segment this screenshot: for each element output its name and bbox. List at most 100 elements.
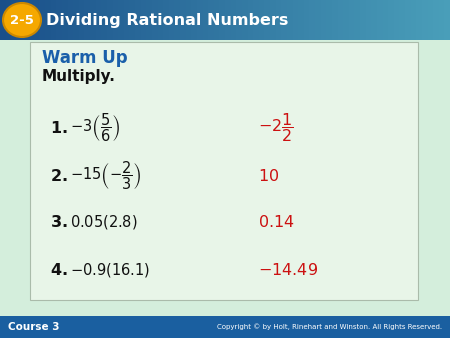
FancyBboxPatch shape xyxy=(236,0,243,40)
Text: $\mathbf{4.}$: $\mathbf{4.}$ xyxy=(50,262,68,278)
FancyBboxPatch shape xyxy=(265,0,271,40)
Text: $0.05(2.8)$: $0.05(2.8)$ xyxy=(70,213,138,231)
FancyBboxPatch shape xyxy=(40,0,46,40)
FancyBboxPatch shape xyxy=(85,0,91,40)
FancyBboxPatch shape xyxy=(17,0,23,40)
FancyBboxPatch shape xyxy=(388,0,395,40)
FancyBboxPatch shape xyxy=(50,0,57,40)
FancyBboxPatch shape xyxy=(326,0,333,40)
FancyBboxPatch shape xyxy=(73,0,80,40)
FancyBboxPatch shape xyxy=(422,0,428,40)
FancyBboxPatch shape xyxy=(30,42,418,300)
FancyBboxPatch shape xyxy=(163,0,170,40)
FancyBboxPatch shape xyxy=(0,0,7,40)
FancyBboxPatch shape xyxy=(101,0,108,40)
FancyBboxPatch shape xyxy=(304,0,310,40)
Text: $\mathbf{1.}$: $\mathbf{1.}$ xyxy=(50,120,68,136)
FancyBboxPatch shape xyxy=(242,0,248,40)
FancyBboxPatch shape xyxy=(405,0,412,40)
FancyBboxPatch shape xyxy=(365,0,372,40)
Text: $0.14$: $0.14$ xyxy=(258,214,295,230)
FancyBboxPatch shape xyxy=(191,0,198,40)
Text: Course 3: Course 3 xyxy=(8,322,59,332)
FancyBboxPatch shape xyxy=(202,0,209,40)
FancyBboxPatch shape xyxy=(410,0,417,40)
FancyBboxPatch shape xyxy=(118,0,125,40)
FancyBboxPatch shape xyxy=(22,0,29,40)
FancyBboxPatch shape xyxy=(343,0,350,40)
FancyBboxPatch shape xyxy=(281,0,288,40)
FancyBboxPatch shape xyxy=(270,0,277,40)
FancyBboxPatch shape xyxy=(158,0,164,40)
Text: Warm Up: Warm Up xyxy=(42,49,128,67)
FancyBboxPatch shape xyxy=(445,0,450,40)
FancyBboxPatch shape xyxy=(208,0,215,40)
FancyBboxPatch shape xyxy=(400,0,406,40)
FancyBboxPatch shape xyxy=(292,0,299,40)
Text: $10$: $10$ xyxy=(258,168,279,184)
FancyBboxPatch shape xyxy=(439,0,446,40)
FancyBboxPatch shape xyxy=(0,316,450,338)
FancyBboxPatch shape xyxy=(214,0,220,40)
Text: Multiply.: Multiply. xyxy=(42,70,116,84)
FancyBboxPatch shape xyxy=(180,0,187,40)
FancyBboxPatch shape xyxy=(56,0,63,40)
FancyBboxPatch shape xyxy=(197,0,203,40)
FancyBboxPatch shape xyxy=(185,0,192,40)
FancyBboxPatch shape xyxy=(95,0,102,40)
FancyBboxPatch shape xyxy=(135,0,142,40)
FancyBboxPatch shape xyxy=(310,0,316,40)
Text: $-3\left(\dfrac{5}{6}\right)$: $-3\left(\dfrac{5}{6}\right)$ xyxy=(70,112,120,144)
FancyBboxPatch shape xyxy=(360,0,367,40)
FancyBboxPatch shape xyxy=(332,0,338,40)
FancyBboxPatch shape xyxy=(253,0,260,40)
FancyBboxPatch shape xyxy=(248,0,254,40)
FancyBboxPatch shape xyxy=(275,0,282,40)
FancyBboxPatch shape xyxy=(433,0,440,40)
FancyBboxPatch shape xyxy=(338,0,344,40)
FancyBboxPatch shape xyxy=(298,0,305,40)
FancyBboxPatch shape xyxy=(79,0,86,40)
FancyBboxPatch shape xyxy=(68,0,74,40)
FancyBboxPatch shape xyxy=(45,0,52,40)
Text: Dividing Rational Numbers: Dividing Rational Numbers xyxy=(46,13,288,27)
FancyBboxPatch shape xyxy=(28,0,35,40)
FancyBboxPatch shape xyxy=(349,0,356,40)
FancyBboxPatch shape xyxy=(112,0,119,40)
FancyBboxPatch shape xyxy=(124,0,130,40)
FancyBboxPatch shape xyxy=(169,0,176,40)
FancyBboxPatch shape xyxy=(225,0,232,40)
FancyBboxPatch shape xyxy=(377,0,383,40)
Text: $-15\left(-\dfrac{2}{3}\right)$: $-15\left(-\dfrac{2}{3}\right)$ xyxy=(70,160,142,192)
FancyBboxPatch shape xyxy=(394,0,400,40)
Text: $-2\dfrac{1}{2}$: $-2\dfrac{1}{2}$ xyxy=(258,112,294,145)
FancyBboxPatch shape xyxy=(62,0,68,40)
Text: $\mathbf{3.}$: $\mathbf{3.}$ xyxy=(50,214,68,230)
FancyBboxPatch shape xyxy=(146,0,153,40)
FancyBboxPatch shape xyxy=(140,0,147,40)
FancyBboxPatch shape xyxy=(416,0,423,40)
Text: $-0.9(16.1)$: $-0.9(16.1)$ xyxy=(70,261,150,279)
FancyBboxPatch shape xyxy=(371,0,378,40)
FancyBboxPatch shape xyxy=(107,0,113,40)
FancyBboxPatch shape xyxy=(130,0,136,40)
FancyBboxPatch shape xyxy=(428,0,434,40)
FancyBboxPatch shape xyxy=(230,0,237,40)
FancyBboxPatch shape xyxy=(315,0,322,40)
FancyBboxPatch shape xyxy=(259,0,266,40)
FancyBboxPatch shape xyxy=(382,0,389,40)
FancyBboxPatch shape xyxy=(152,0,158,40)
FancyBboxPatch shape xyxy=(220,0,226,40)
Text: 2-5: 2-5 xyxy=(10,14,34,26)
FancyBboxPatch shape xyxy=(5,0,12,40)
Ellipse shape xyxy=(3,3,41,37)
FancyBboxPatch shape xyxy=(175,0,181,40)
FancyBboxPatch shape xyxy=(355,0,361,40)
Text: $\mathbf{2.}$: $\mathbf{2.}$ xyxy=(50,168,68,184)
FancyBboxPatch shape xyxy=(11,0,18,40)
FancyBboxPatch shape xyxy=(320,0,327,40)
Text: $-14.49$: $-14.49$ xyxy=(258,262,318,278)
FancyBboxPatch shape xyxy=(34,0,40,40)
FancyBboxPatch shape xyxy=(287,0,293,40)
Text: Copyright © by Holt, Rinehart and Winston. All Rights Reserved.: Copyright © by Holt, Rinehart and Winsto… xyxy=(217,324,442,330)
